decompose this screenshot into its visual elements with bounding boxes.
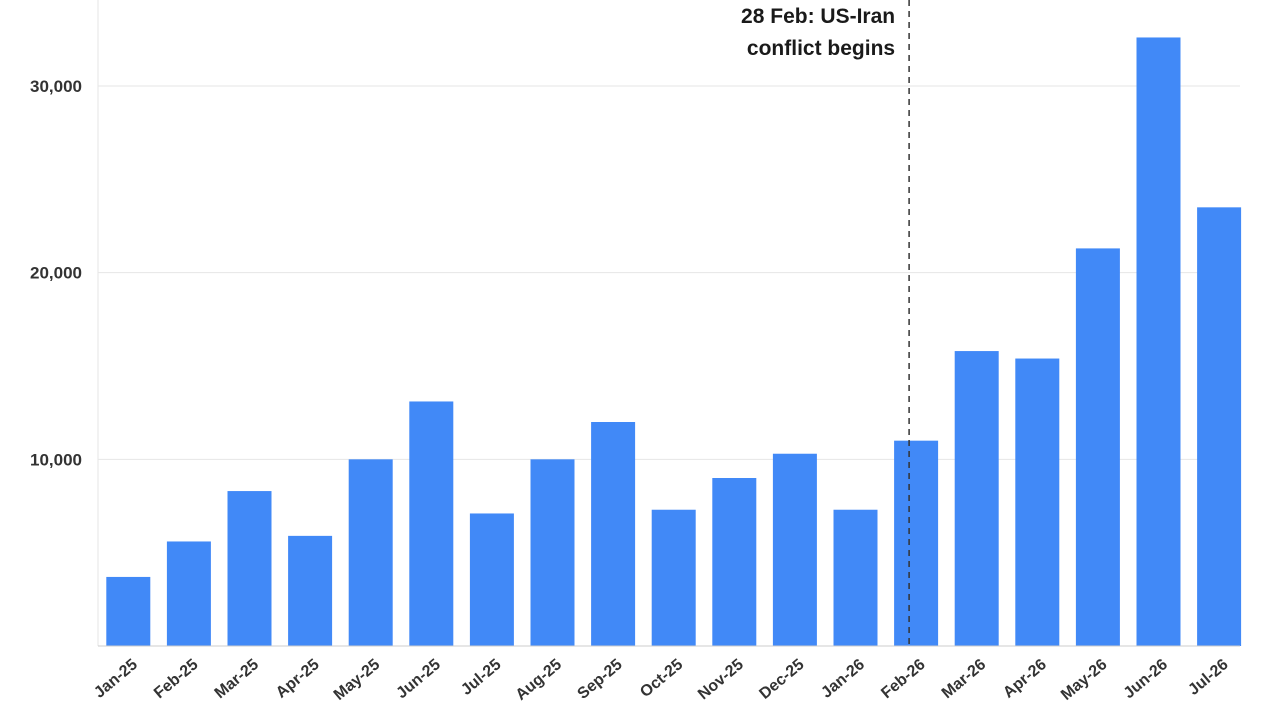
x-tick-label: Oct-25	[637, 656, 686, 701]
x-tick-label: Feb-25	[151, 656, 202, 702]
bar	[833, 509, 878, 646]
x-tick-label: Aug-25	[513, 656, 566, 704]
x-tick-label: Jul-26	[1185, 656, 1231, 699]
x-tick-label: Jun-25	[393, 656, 444, 702]
x-tick-label: May-25	[331, 656, 384, 704]
x-tick-label: Jun-26	[1121, 656, 1172, 702]
bar	[227, 491, 272, 646]
bar	[894, 440, 939, 646]
x-tick-label: Mar-25	[212, 656, 263, 702]
x-tick-label: Dec-25	[756, 656, 807, 703]
x-tick-label: Apr-26	[1000, 656, 1050, 702]
y-tick-label: 20,000	[30, 264, 82, 283]
bar	[409, 401, 454, 646]
bar	[1015, 358, 1060, 646]
y-tick-label: 10,000	[30, 450, 82, 469]
bar	[288, 535, 333, 646]
annotation-line-1: 28 Feb: US-Iran	[741, 5, 895, 28]
x-tick-label: Sep-25	[575, 656, 626, 703]
x-axis: Jan-25 Feb-25 Mar-25 Apr-25 May-25 Jun-25 Jul-…	[91, 656, 1232, 704]
grid-lines	[98, 85, 1240, 460]
bar	[1197, 207, 1242, 647]
bar	[348, 459, 393, 646]
bar	[591, 422, 636, 646]
x-tick-label: Feb-26	[878, 656, 929, 702]
bar	[651, 509, 696, 646]
bar	[166, 541, 211, 646]
bar	[772, 453, 817, 646]
bar	[1136, 37, 1181, 646]
x-tick-label: Jan-25	[91, 656, 141, 702]
y-axis: 10,000 20,000 30,000	[30, 0, 99, 646]
bars	[106, 37, 1242, 647]
x-tick-label: Jan-26	[818, 656, 868, 702]
x-tick-label: May-26	[1058, 656, 1111, 704]
bar	[712, 478, 757, 646]
bar	[954, 351, 999, 646]
bar	[530, 459, 575, 646]
y-tick-label: 30,000	[30, 77, 82, 96]
x-tick-label: Mar-26	[939, 656, 990, 702]
x-tick-label: Nov-25	[695, 656, 747, 703]
annotation-line-2: conflict begins	[747, 37, 895, 60]
bar	[106, 576, 151, 646]
x-tick-label: Jul-25	[458, 656, 504, 699]
bar	[1075, 248, 1120, 646]
bar	[469, 513, 514, 646]
x-tick-label: Apr-25	[273, 656, 323, 702]
